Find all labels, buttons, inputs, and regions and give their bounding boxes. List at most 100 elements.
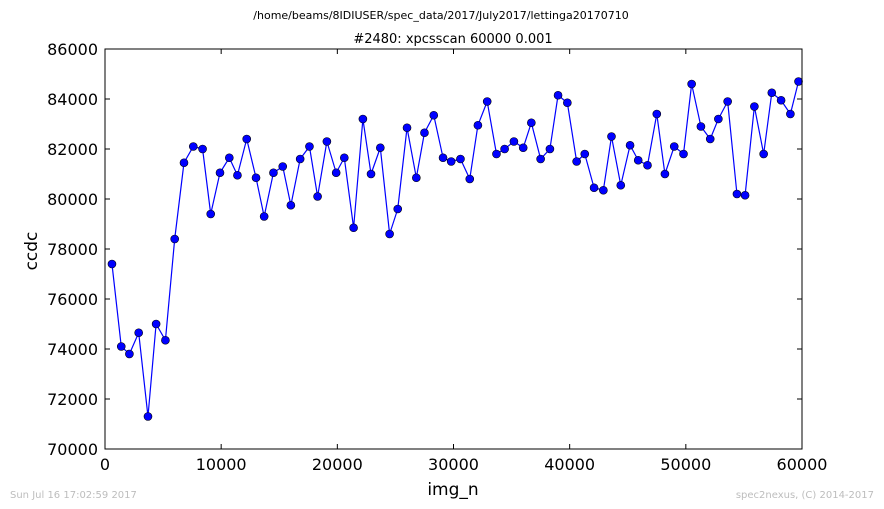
x-tick-label: 10000 bbox=[196, 455, 247, 474]
data-point bbox=[331, 168, 341, 178]
data-point bbox=[740, 190, 750, 200]
data-point bbox=[125, 349, 134, 359]
data-point bbox=[473, 120, 483, 130]
data-point bbox=[366, 169, 376, 179]
data-point bbox=[750, 102, 759, 111]
data-point bbox=[633, 155, 643, 165]
data-point bbox=[412, 173, 421, 183]
data-point bbox=[188, 142, 198, 151]
x-tick-label: 0 bbox=[100, 455, 110, 474]
data-point bbox=[616, 180, 626, 190]
data-point bbox=[456, 154, 465, 164]
data-point bbox=[589, 183, 599, 193]
data-file-path: /home/beams/8IDIUSER/spec_data/2017/July… bbox=[253, 9, 628, 22]
data-point bbox=[339, 153, 349, 163]
y-tick-label: 84000 bbox=[47, 90, 98, 109]
data-point bbox=[545, 144, 555, 154]
y-tick-label: 82000 bbox=[47, 140, 98, 159]
data-point bbox=[269, 168, 278, 178]
footer-credit: spec2nexus, (C) 2014-2017 bbox=[736, 490, 874, 501]
data-point bbox=[259, 212, 269, 221]
data-point bbox=[206, 209, 216, 219]
x-tick-label: 60000 bbox=[777, 455, 828, 474]
data-point bbox=[358, 114, 368, 124]
data-point bbox=[170, 234, 179, 244]
y-tick-label: 78000 bbox=[47, 240, 98, 259]
data-point bbox=[349, 223, 358, 233]
y-tick-label: 70000 bbox=[47, 440, 98, 459]
data-point bbox=[278, 162, 288, 171]
chart-title: #2480: xpcsscan 60000 0.001 bbox=[353, 32, 552, 47]
data-point bbox=[225, 153, 234, 163]
data-point bbox=[492, 149, 501, 159]
x-tick-label: 30000 bbox=[428, 455, 479, 474]
x-axis-label: img_n bbox=[427, 480, 478, 500]
data-point bbox=[509, 137, 519, 146]
data-point bbox=[143, 412, 153, 421]
data-point bbox=[429, 110, 439, 120]
data-point bbox=[151, 319, 161, 329]
data-point bbox=[465, 174, 475, 184]
data-point bbox=[679, 149, 688, 159]
y-axis-label: ccdc bbox=[22, 232, 42, 271]
data-point bbox=[759, 149, 768, 159]
data-point bbox=[305, 142, 314, 151]
data-point bbox=[215, 168, 225, 178]
data-point bbox=[116, 342, 126, 351]
data-point bbox=[687, 79, 696, 89]
data-point bbox=[322, 137, 332, 146]
data-point bbox=[563, 98, 572, 108]
data-point bbox=[580, 149, 590, 159]
data-point bbox=[233, 170, 242, 180]
data-point bbox=[714, 114, 723, 124]
data-point bbox=[776, 95, 786, 105]
data-point bbox=[134, 328, 143, 338]
data-point bbox=[376, 143, 385, 153]
x-tick-label: 50000 bbox=[660, 455, 711, 474]
series-line bbox=[111, 81, 800, 417]
y-tick-label: 74000 bbox=[47, 340, 98, 359]
data-point bbox=[732, 189, 742, 199]
data-point bbox=[652, 109, 662, 119]
data-point bbox=[599, 185, 608, 195]
data-point bbox=[393, 204, 403, 214]
data-point bbox=[438, 153, 448, 163]
data-point bbox=[794, 77, 803, 86]
data-point bbox=[402, 123, 412, 133]
data-point bbox=[500, 144, 509, 154]
y-tick-label: 72000 bbox=[47, 390, 98, 409]
plot-area: 0 10000 20000 30000 40000 50000 60000 70000 7200… bbox=[47, 40, 827, 474]
data-point bbox=[527, 118, 536, 128]
data-point bbox=[385, 229, 394, 239]
data-point bbox=[767, 88, 777, 98]
y-tick-label: 76000 bbox=[47, 290, 98, 309]
data-point bbox=[198, 144, 207, 154]
y-tick-label: 86000 bbox=[47, 40, 98, 59]
data-point bbox=[572, 157, 581, 166]
data-point bbox=[313, 192, 322, 201]
data-point bbox=[705, 134, 715, 144]
data-point bbox=[723, 97, 732, 106]
data-point bbox=[625, 140, 635, 150]
y-tick-label: 80000 bbox=[47, 190, 98, 209]
data-point bbox=[420, 128, 429, 138]
data-point bbox=[446, 157, 456, 166]
data-point bbox=[643, 160, 652, 170]
data-point bbox=[179, 158, 189, 168]
data-point bbox=[786, 109, 795, 119]
data-point bbox=[107, 259, 117, 269]
data-point bbox=[607, 132, 616, 141]
data-point bbox=[482, 97, 492, 106]
data-point bbox=[553, 90, 563, 100]
footer-timestamp: Sun Jul 16 17:02:59 2017 bbox=[10, 490, 137, 501]
data-point bbox=[669, 142, 679, 151]
data-point bbox=[295, 154, 305, 164]
data-point bbox=[242, 134, 252, 144]
data-point bbox=[660, 169, 670, 179]
data-point bbox=[518, 143, 528, 153]
data-point bbox=[696, 122, 706, 131]
data-point bbox=[251, 173, 261, 183]
data-point bbox=[286, 200, 296, 210]
data-point bbox=[536, 154, 545, 164]
